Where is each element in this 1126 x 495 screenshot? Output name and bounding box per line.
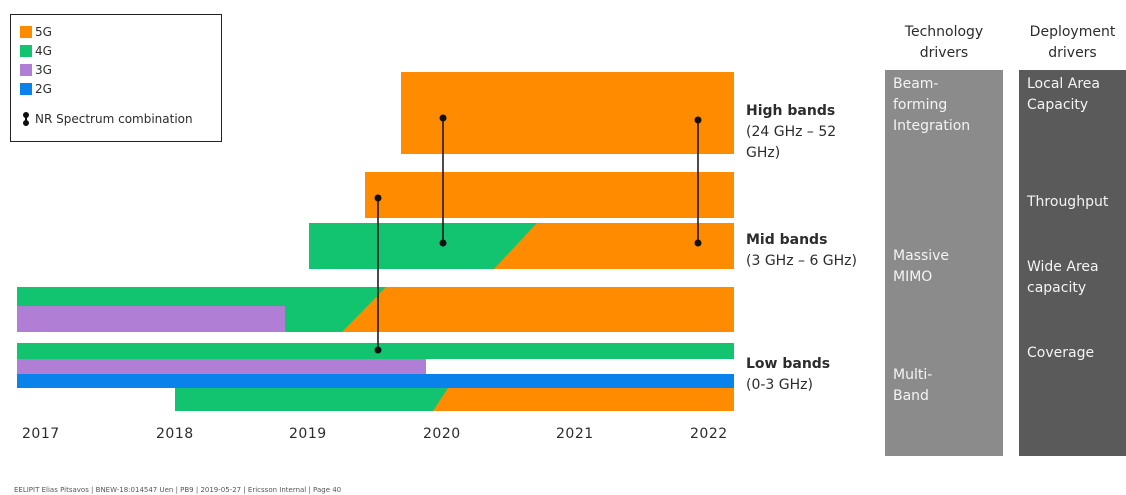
legend-label-3g: 3G: [35, 63, 52, 77]
mid-bands-title: Mid bands: [746, 232, 828, 248]
year-label-2021: 2021: [556, 426, 594, 442]
legend-swatch-4g: [20, 45, 32, 57]
low-band-3g-bar-1: [17, 306, 285, 332]
deploy-driver-wide-area: Wide Area capacity: [1027, 257, 1099, 299]
deploy-driver-local-area-line1: Local Area: [1027, 76, 1100, 92]
legend-label-2g: 2G: [35, 82, 52, 96]
deployment-drivers-column: Local Area Capacity Throughput Wide Area…: [1019, 70, 1126, 456]
high-bands-title: High bands: [746, 103, 836, 119]
legend-item-5g: 5G: [20, 25, 52, 39]
high-bands-range-line1: (24 GHz – 52: [746, 124, 837, 140]
low-bands-title: Low bands: [746, 356, 831, 372]
deploy-driver-coverage: Coverage: [1027, 343, 1094, 364]
tech-driver-beamforming: Beam- forming Integration: [893, 74, 970, 137]
deploy-driver-coverage-line1: Coverage: [1027, 345, 1095, 361]
legend-swatch-3g: [20, 64, 32, 76]
legend: 5G 4G 3G 2G NR Spectrum combination: [10, 14, 222, 142]
tech-driver-beamforming-line1: Beam-: [893, 76, 939, 92]
legend-item-2g: 2G: [20, 82, 52, 96]
deploy-driver-throughput-line1: Throughput: [1027, 194, 1109, 210]
combination-link-mid-low-bottom-dot: [374, 346, 382, 354]
tech-driver-beamforming-line3: Integration: [893, 118, 971, 134]
low-band-5g-refarm-area-1: [342, 287, 734, 332]
technology-drivers-header-line2: drivers: [919, 45, 969, 61]
high-band-5g-bar: [401, 72, 734, 154]
deployment-drivers-header-line2: drivers: [1048, 45, 1097, 61]
legend-label-combination: NR Spectrum combination: [35, 112, 193, 126]
legend-swatch-2g: [20, 83, 32, 95]
high-bands-label: High bands (24 GHz – 52 GHz): [746, 101, 836, 164]
mid-band-5g-bar: [365, 172, 734, 218]
deployment-drivers-header: Deployment drivers: [1019, 22, 1126, 64]
year-label-2018: 2018: [156, 426, 194, 442]
low-band-3g-bar-2: [17, 359, 426, 374]
deploy-driver-wide-area-line1: Wide Area: [1027, 259, 1099, 275]
low-band-2g-bar: [17, 374, 734, 388]
tech-driver-massive-mimo-line1: Massive: [893, 248, 950, 264]
technology-drivers-header: Technology drivers: [885, 22, 1003, 64]
tech-driver-multi-band: Multi- Band: [893, 365, 932, 407]
combination-link-high-mid-2022-bottom-dot: [694, 239, 702, 247]
footer-text: EELIPIT Elias Pitsavos | BNEW-18:014547 …: [14, 486, 342, 494]
year-label-2017: 2017: [22, 426, 60, 442]
legend-label-5g: 5G: [35, 25, 52, 39]
combination-connector-icon: [20, 112, 32, 126]
year-label-2022: 2022: [690, 426, 728, 442]
tech-driver-massive-mimo-line2: MIMO: [893, 269, 933, 285]
deploy-driver-throughput: Throughput: [1027, 192, 1108, 213]
technology-drivers-column: Beam- forming Integration Massive MIMO M…: [885, 70, 1003, 456]
low-bands-label: Low bands (0-3 GHz): [746, 354, 830, 396]
combination-link-high-mid-2020-top-dot: [439, 114, 447, 122]
deployment-drivers-header-line1: Deployment: [1029, 24, 1116, 40]
legend-item-4g: 4G: [20, 44, 52, 58]
year-label-2019: 2019: [289, 426, 327, 442]
tech-driver-multi-band-line2: Band: [893, 388, 929, 404]
technology-drivers-header-line1: Technology: [904, 24, 984, 40]
combination-link-high-mid-2020-bottom-dot: [439, 239, 447, 247]
deploy-driver-local-area-line2: Capacity: [1027, 97, 1089, 113]
mid-band-5g-refarm-area: [494, 223, 734, 269]
deploy-driver-local-area: Local Area Capacity: [1027, 74, 1100, 116]
year-label-2020: 2020: [423, 426, 461, 442]
high-bands-range-line2: GHz): [746, 145, 781, 161]
legend-swatch-5g: [20, 26, 32, 38]
low-bands-range: (0-3 GHz): [746, 377, 813, 393]
mid-bands-label: Mid bands (3 GHz – 6 GHz): [746, 230, 857, 272]
tech-driver-massive-mimo: Massive MIMO: [893, 246, 949, 288]
mid-bands-range: (3 GHz – 6 GHz): [746, 253, 857, 269]
tech-driver-multi-band-line1: Multi-: [893, 367, 933, 383]
deploy-driver-wide-area-line2: capacity: [1027, 280, 1087, 296]
tech-driver-beamforming-line2: forming: [893, 97, 948, 113]
combination-link-mid-low-top-dot: [374, 194, 382, 202]
legend-label-4g: 4G: [35, 44, 52, 58]
low-band-5g-refarm-area-2: [433, 388, 734, 411]
combination-link-high-mid-2022-top-dot: [694, 116, 702, 124]
legend-item-combination: NR Spectrum combination: [20, 112, 193, 126]
legend-item-3g: 3G: [20, 63, 52, 77]
